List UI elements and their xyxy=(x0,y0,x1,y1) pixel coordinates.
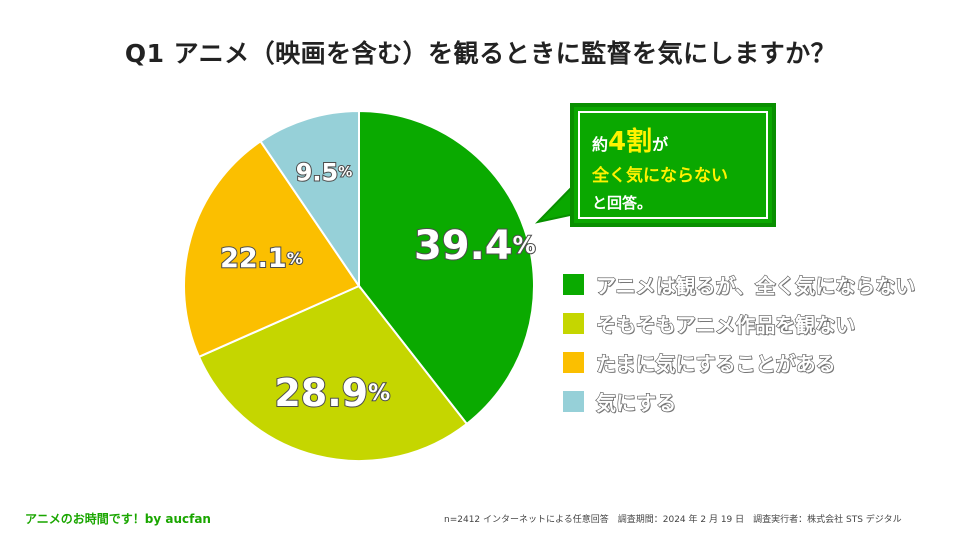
pie-slice xyxy=(197,284,469,462)
chart-title: Q1 アニメ（映画を含む）を観るときに監督を気にしますか？ xyxy=(124,39,837,68)
legend-label: たまに気にすることがある xyxy=(595,351,836,376)
legend-item: 気にする xyxy=(563,390,915,415)
legend: アニメは観るが、全く気にならない そもそもアニメ作品を観ない たまに気にすること… xyxy=(563,273,916,429)
legend-item: アニメは観るが、全く気にならない xyxy=(563,273,916,298)
legend-label: そもそもアニメ作品を観ない xyxy=(595,312,856,337)
legend-label: 気にする xyxy=(595,390,677,415)
slice-value-label: 22.1% xyxy=(220,243,303,274)
legend-swatch xyxy=(563,390,584,412)
footer-brand: アニメのお時間です！by aucfan xyxy=(25,512,211,526)
legend-swatch xyxy=(563,351,584,373)
pie-slice xyxy=(358,109,535,426)
slice-value-label: 9.5% xyxy=(296,158,353,186)
legend-item: そもそもアニメ作品を観ない xyxy=(563,312,915,337)
legend-swatch xyxy=(563,273,584,295)
footer-survey-info: n=2412 インターネットによる任意回答 調査期間：2024 年 2 月 19… xyxy=(444,515,902,525)
legend-item: たまに気にすることがある xyxy=(563,351,915,376)
pie-slice xyxy=(183,139,361,359)
legend-label: アニメは観るが、全く気にならない xyxy=(595,273,916,298)
callout-line2: 全く気にならない xyxy=(592,166,728,186)
callout-line1: 約4割が xyxy=(592,127,669,157)
callout-line3: と回答。 xyxy=(592,194,653,212)
pie-slice xyxy=(259,109,360,290)
legend-swatch xyxy=(563,312,584,334)
slice-value-label: 39.4% xyxy=(414,223,536,269)
callout-box: 約4割が 全く気にならない と回答。 xyxy=(570,103,776,227)
slice-value-label: 28.9% xyxy=(274,371,390,415)
